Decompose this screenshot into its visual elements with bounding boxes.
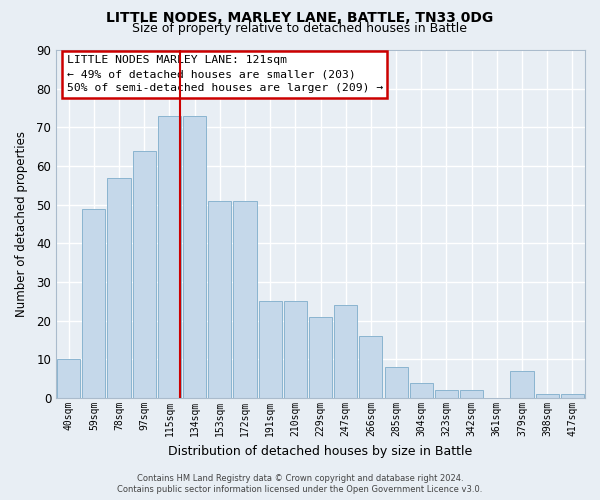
- Bar: [133, 150, 156, 398]
- Bar: [208, 201, 232, 398]
- Bar: [183, 116, 206, 398]
- Bar: [57, 360, 80, 398]
- Bar: [334, 306, 358, 398]
- Bar: [233, 201, 257, 398]
- Bar: [385, 367, 407, 398]
- Text: Contains HM Land Registry data © Crown copyright and database right 2024.
Contai: Contains HM Land Registry data © Crown c…: [118, 474, 482, 494]
- Bar: [284, 302, 307, 398]
- Text: LITTLE NODES MARLEY LANE: 121sqm
← 49% of detached houses are smaller (203)
50% : LITTLE NODES MARLEY LANE: 121sqm ← 49% o…: [67, 55, 383, 93]
- Bar: [410, 382, 433, 398]
- Text: LITTLE NODES, MARLEY LANE, BATTLE, TN33 0DG: LITTLE NODES, MARLEY LANE, BATTLE, TN33 …: [106, 11, 494, 25]
- Y-axis label: Number of detached properties: Number of detached properties: [15, 131, 28, 317]
- Bar: [107, 178, 131, 398]
- Bar: [82, 208, 106, 398]
- Bar: [435, 390, 458, 398]
- Bar: [359, 336, 382, 398]
- Text: Size of property relative to detached houses in Battle: Size of property relative to detached ho…: [133, 22, 467, 35]
- Bar: [158, 116, 181, 398]
- X-axis label: Distribution of detached houses by size in Battle: Distribution of detached houses by size …: [169, 444, 473, 458]
- Bar: [259, 302, 282, 398]
- Bar: [561, 394, 584, 398]
- Bar: [536, 394, 559, 398]
- Bar: [460, 390, 483, 398]
- Bar: [511, 371, 533, 398]
- Bar: [309, 317, 332, 398]
